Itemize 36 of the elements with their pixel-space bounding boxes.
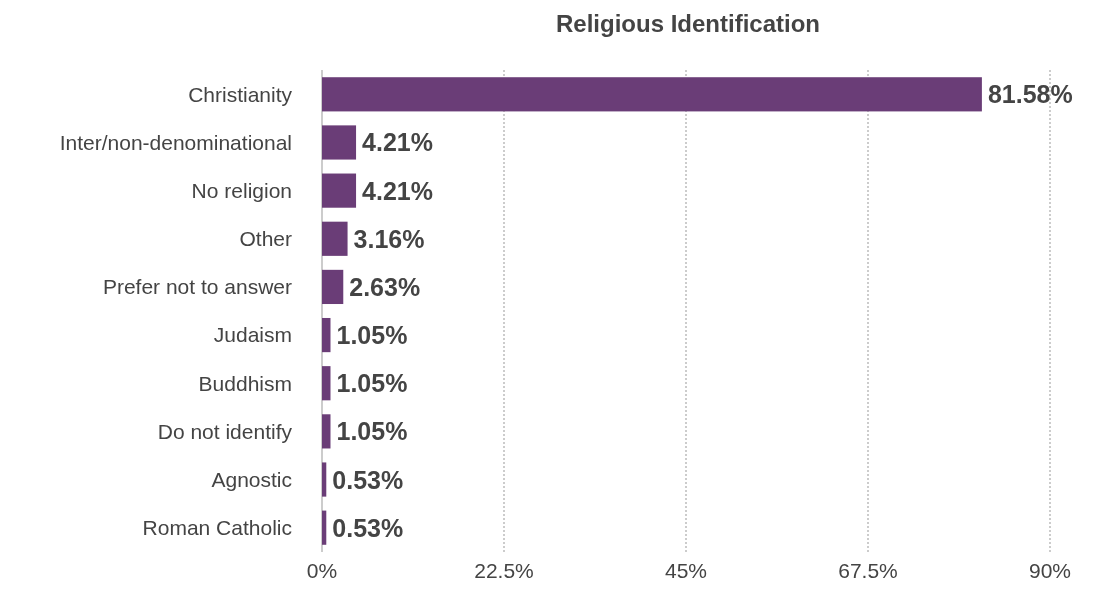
x-tick-label: 90% [1028,559,1072,582]
y-tick-label: Other [239,227,292,251]
bar [322,366,331,401]
bar [322,77,982,112]
data-label: 1.05% [336,369,408,398]
data-label: 2.63% [349,272,421,301]
y-tick-label: Judaism [213,323,292,347]
data-label: 3.16% [353,224,425,253]
y-tick-label: Do not identify [157,419,293,443]
bar [322,414,331,449]
x-tick-label: 67.5% [838,559,898,582]
bar [322,462,327,497]
y-tick-label: No religion [191,178,292,202]
data-label: 4.21% [362,128,433,157]
y-tick-label: Roman Catholic [142,516,292,540]
chart-title: Religious Identification [555,10,821,37]
data-label: 0.53% [332,465,404,494]
bar [322,269,344,305]
y-tick-label: Inter/non-denominational [59,130,292,154]
bar [322,173,357,208]
y-tick-label: Agnostic [211,467,292,491]
y-tick-label: Prefer not to answer [102,275,293,299]
y-tick-label: Buddhism [198,371,292,395]
data-label: 81.58% [987,80,1073,109]
data-label: 4.21% [362,176,433,205]
bar [322,125,357,160]
bar [322,510,327,545]
bar [322,221,348,256]
data-label: 0.53% [332,513,404,542]
x-tick-label: 0% [306,559,338,582]
y-tick-label: Christianity [188,82,293,106]
data-label: 1.05% [336,417,408,446]
x-tick-label: 45% [664,559,708,582]
data-label: 1.05% [336,321,408,350]
x-tick-label: 22.5% [474,559,534,582]
bar [322,317,331,353]
